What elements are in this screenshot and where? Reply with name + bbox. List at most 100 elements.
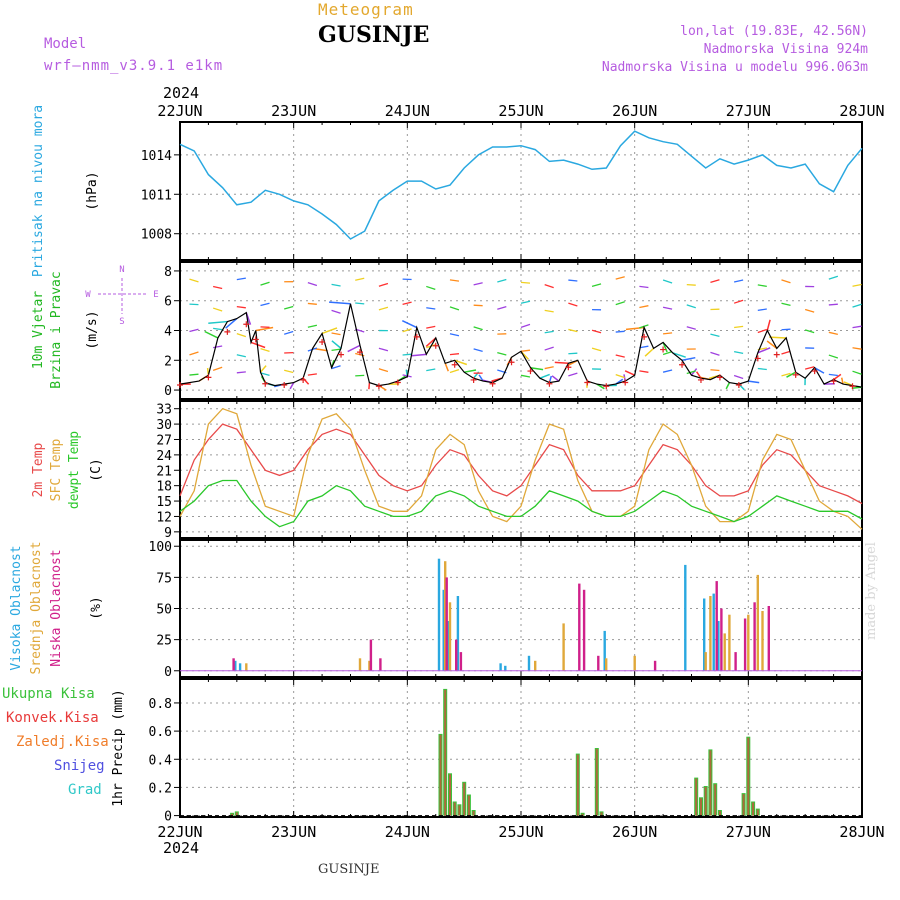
compass-north: N xyxy=(119,265,124,275)
y-tick-label: 50 xyxy=(156,603,172,618)
wind-arrow-level xyxy=(378,347,389,352)
wind-arrow-level xyxy=(639,305,649,309)
y-tick-label: 1011 xyxy=(141,188,172,203)
cloud-mid-legend: Srednja Oblacnost xyxy=(29,541,44,674)
legend-frz-rain: Zaledj.Kisa xyxy=(16,734,109,750)
gust-marker xyxy=(177,382,183,389)
wind-arrow-level xyxy=(520,300,531,304)
gust-marker xyxy=(451,361,458,368)
cloud-low-bar xyxy=(743,618,747,671)
wind-arrow-level xyxy=(212,366,223,371)
wind-arrow-level xyxy=(639,285,649,289)
y-tick-label: 4 xyxy=(164,325,172,340)
y-tick-label: 6 xyxy=(164,295,172,310)
wind-arrow-level xyxy=(852,303,862,308)
y-tick-label: 8 xyxy=(164,265,172,280)
wind-arrow xyxy=(321,327,338,335)
y-tick-label: 18 xyxy=(156,480,172,495)
cloud-high-bar xyxy=(442,589,445,671)
precip-conv-bar xyxy=(467,795,470,816)
wind-arrow xyxy=(551,375,560,382)
wind-arrow-level xyxy=(355,374,365,377)
wind-arrow-level xyxy=(284,330,294,335)
y-tick-label: 0.8 xyxy=(149,697,172,712)
cloud-high-bar xyxy=(603,630,606,671)
wind-arrow-level xyxy=(426,285,436,291)
cloud-unit-label: (%) xyxy=(89,596,104,619)
wind-arrow-level xyxy=(615,374,625,379)
y-tick-label: 0.4 xyxy=(149,753,173,768)
cloud-low-legend: Niska Oblacnost xyxy=(49,549,64,666)
y-tick-label: 27 xyxy=(156,433,172,448)
wind-arrow-level xyxy=(852,370,862,375)
cloud-mid-bar xyxy=(444,561,447,671)
gust-marker xyxy=(697,376,704,383)
chart-title: GUSINJE xyxy=(318,22,430,48)
compass-east: E xyxy=(153,290,158,300)
wind-arrow-level xyxy=(710,333,720,338)
wind-arrow-level xyxy=(331,283,341,287)
gust-marker xyxy=(773,351,780,358)
wind-arrow xyxy=(259,365,267,373)
precip-conv-bar xyxy=(449,774,451,816)
wind-unit-label: (m/s) xyxy=(85,310,100,349)
precip-conv-bar xyxy=(231,813,234,816)
chart-subtitle: Meteogram xyxy=(318,0,414,19)
wind-axis-title: 10m Vjetar xyxy=(31,291,46,369)
wind-arrow-level xyxy=(804,329,815,334)
pressure-unit-label: (hPa) xyxy=(85,171,100,210)
gust-marker xyxy=(735,382,742,389)
wind-arrow-level xyxy=(260,302,270,307)
wind-arrow-level xyxy=(449,368,460,374)
pressure-axis-title: Pritisak na nivou mora xyxy=(31,105,46,277)
wind-arrow-level xyxy=(781,372,791,377)
cloud-low-bar xyxy=(767,606,770,671)
wind-arrow-level xyxy=(307,324,318,328)
cloud-low-bar xyxy=(734,652,737,671)
cloud-mid-bar xyxy=(633,655,636,671)
wind-arrow xyxy=(331,340,342,349)
panel-frame-pressure xyxy=(179,121,863,261)
cloud-mid-bar xyxy=(728,614,731,671)
x-tick-label-top: 22JUN xyxy=(157,102,202,120)
precip-conv-bar xyxy=(714,784,717,816)
wind-arrow-level xyxy=(236,277,246,281)
wind-arrow-level xyxy=(828,331,838,336)
wind-arrow-level xyxy=(497,305,507,310)
wind-arrow-level xyxy=(544,309,554,313)
wind-arrow xyxy=(644,347,655,357)
model-altitude: Nadmorska Visina u modelu 996.063m xyxy=(601,60,868,75)
precip-conv-bar xyxy=(472,811,475,816)
precip-conv-bar xyxy=(747,737,750,816)
year-label-top: 2024 xyxy=(163,84,199,102)
precip-unit-label: 1hr Precip (mm) xyxy=(111,689,126,806)
gust-marker xyxy=(754,355,761,362)
wind-arrow-level xyxy=(686,283,696,286)
wind-arrow-level xyxy=(686,304,696,309)
x-tick-label-bottom: 27JUN xyxy=(726,823,771,841)
wind-arrow-level xyxy=(236,305,246,309)
x-tick-label-bottom: 22JUN xyxy=(157,823,202,841)
wind-arrow-level xyxy=(189,278,199,283)
wind-arrow-level xyxy=(236,332,247,338)
wind-arrow-level xyxy=(757,367,767,371)
cloud-high-bar xyxy=(234,660,237,671)
y-tick-label: 9 xyxy=(164,526,172,541)
wind-arrow-level xyxy=(426,325,436,329)
wind-arrow xyxy=(444,362,449,372)
gust-marker xyxy=(489,380,496,387)
gust-marker xyxy=(413,333,420,340)
temp-unit-label: (C) xyxy=(89,458,104,481)
x-tick-label-top: 23JUN xyxy=(271,102,316,120)
wind-arrow-level xyxy=(378,282,389,287)
y-tick-label: 30 xyxy=(156,418,172,433)
model-label: Model xyxy=(44,36,87,52)
cloud-mid-bar xyxy=(368,660,371,671)
x-tick-label-bottom: 26JUN xyxy=(612,823,657,841)
precip-conv-bar xyxy=(709,750,712,816)
cloud-mid-bar xyxy=(704,652,707,671)
wind-arrow-level xyxy=(663,332,673,335)
cloud-low-bar xyxy=(582,589,586,671)
dewpt-legend: dewpt Temp xyxy=(67,431,82,509)
wind-arrow-level xyxy=(449,333,460,337)
